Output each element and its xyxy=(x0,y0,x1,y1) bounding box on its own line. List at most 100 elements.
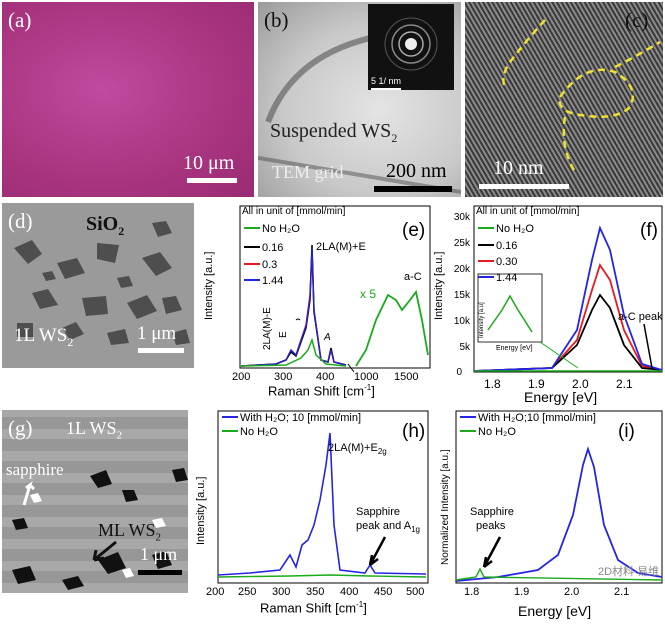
panel-g-film: 1L WS2 xyxy=(66,418,123,442)
legend-h-1: No H₂O xyxy=(240,426,278,438)
inset-plot xyxy=(477,273,543,343)
panel-c-hrtem-image: (c) 10 nm xyxy=(465,2,663,197)
panel-i-pl-chart: (i) With H₂O;10 [mmol/min] No H₂O Sapphi… xyxy=(440,410,663,595)
panel-i-curves xyxy=(455,446,663,582)
panel-h-ylabel: Intensity [a.u.] xyxy=(195,477,207,545)
xtick-h-3: 350 xyxy=(306,586,324,595)
xtick-f-3: 2.1 xyxy=(616,377,633,391)
legend-f-3: 1.44 xyxy=(496,272,517,284)
panel-b-tem-image: 5 1/ nm (b) Suspended WS2 TEM grid 200 n… xyxy=(258,2,461,197)
panel-f-pl-chart: Intensity [a.u] Energy [eV] All in unit … xyxy=(433,205,663,391)
ac-label: a-C xyxy=(404,271,422,283)
xtick-i-3: 2.1 xyxy=(614,586,629,595)
peak-label-2: A xyxy=(323,332,331,343)
xtick-e-4: 1500 xyxy=(394,371,418,380)
xtick-e-2: 400 xyxy=(316,371,334,380)
xtick-f-2: 2.0 xyxy=(572,377,589,391)
inset-ylabel: Intensity [a.u] xyxy=(479,302,485,338)
ytick-f-0: 0 xyxy=(456,367,462,378)
panel-f-ylabel: Intensity [a.u.] xyxy=(433,252,445,320)
legend-i-1: No H₂O xyxy=(478,426,516,438)
xtick-h-1: 250 xyxy=(238,586,256,595)
panel-h-curves xyxy=(217,432,427,578)
panel-e-axes xyxy=(239,205,431,369)
ytick-f-1: 5k xyxy=(459,342,471,353)
xtick-h-2: 300 xyxy=(272,586,290,595)
panel-d-afm-sio2: (d) SiO2 1L WS2 1 μm xyxy=(2,203,194,368)
panel-i-arrow xyxy=(482,536,502,568)
panel-g-ml: ML WS2 xyxy=(98,520,162,544)
xtick-h-0: 200 xyxy=(206,586,224,595)
inset-curve xyxy=(487,294,533,333)
panel-e-curves xyxy=(240,244,429,367)
fft-pattern xyxy=(384,17,438,71)
panel-d-flakes xyxy=(14,221,190,345)
xtick-i-0: 1.8 xyxy=(464,586,479,595)
panel-i-xlabel: Energy [eV] xyxy=(518,603,592,619)
panel-h-arrow xyxy=(368,536,387,566)
panel-h-sapphire2: peak and A1g xyxy=(356,520,420,534)
panel-h-xlabel: Raman Shift [cm-1] xyxy=(260,600,367,616)
legend-e-1: 0.16 xyxy=(262,242,283,254)
ml-arrow xyxy=(92,540,117,562)
panel-e-label: (e) xyxy=(402,220,425,241)
ytick-f-3: 15k xyxy=(454,290,471,301)
panel-b-scale-text: 200 nm xyxy=(386,160,447,182)
ac-peak-arrow xyxy=(643,323,653,369)
peak-label-0: 2LA(M)-E xyxy=(262,307,273,350)
panel-h-label: (h) xyxy=(402,421,425,442)
ytick-f-6: 30k xyxy=(454,212,471,223)
ytick-f-5: 25k xyxy=(454,238,471,249)
fft-inset: 5 1/ nm xyxy=(368,4,454,90)
panel-i-sapphire2: peaks xyxy=(476,520,506,532)
panel-a-label: (a) xyxy=(8,8,32,32)
panel-i-ylabel: Normalized Intensity [a.u.] xyxy=(440,449,451,565)
legend-e-0: No H₂O xyxy=(262,223,300,235)
panel-i-axes xyxy=(455,410,663,584)
panel-h-sapphire: Sapphire xyxy=(356,506,400,518)
panel-a-optical-image: (a) 10 μm xyxy=(2,2,254,197)
panel-h-raman-chart: (h) With H₂O; 10 [mmol/min] No H₂O 2LA(M… xyxy=(195,410,429,595)
panel-g-scale-bar xyxy=(138,570,182,575)
panel-e-note: All in unit of [mmol/min] xyxy=(242,206,346,217)
panel-e-raman-chart: All in unit of [mmol/min] (e) No H₂O 0.1… xyxy=(203,205,431,380)
panel-f-axes xyxy=(473,205,663,373)
xtick-i-2: 2.0 xyxy=(564,586,579,595)
panel-g-features xyxy=(12,468,188,590)
panel-e-baseline-mark xyxy=(295,318,301,321)
panel-d-label: (d) xyxy=(8,209,33,233)
legend-f-0: No H₂O xyxy=(496,223,534,235)
xtick-h-5: 450 xyxy=(374,586,392,595)
panel-f-note: All in unit of [mmol/min] xyxy=(476,206,580,217)
legend-f-2: 0.30 xyxy=(496,256,517,268)
panel-c-scale-bar xyxy=(479,184,569,189)
xtick-e-1: 300 xyxy=(274,371,292,380)
panel-d-film: 1L WS2 xyxy=(14,325,74,349)
panel-i-label: (i) xyxy=(618,421,635,442)
xtick-e-3: 1000 xyxy=(354,371,378,380)
watermark: 2D材料 易维 xyxy=(598,564,659,578)
panel-d-scale-bar xyxy=(138,348,184,353)
panel-h-peak: 2LA(M)+E2g xyxy=(328,442,387,456)
panel-d-scale-text: 1 μm xyxy=(137,323,177,344)
legend-h-0: With H₂O; 10 [mmol/min] xyxy=(240,412,361,424)
panel-c-label: (c) xyxy=(625,8,649,32)
fft-scale-bar xyxy=(371,88,401,90)
ytick-f-4: 20k xyxy=(454,264,471,275)
sapphire-arrow xyxy=(22,481,36,506)
xtick-h-6: 500 xyxy=(406,586,424,595)
panel-g-scale-text: 1 μm xyxy=(140,544,178,564)
xtick-h-4: 400 xyxy=(340,586,358,595)
panel-b-scale-bar xyxy=(374,186,452,192)
xtick-e-0: 200 xyxy=(232,371,250,380)
xtick-f-1: 1.9 xyxy=(528,377,545,391)
panel-a-scale-bar xyxy=(187,178,237,183)
legend-f-1: 0.16 xyxy=(496,240,517,252)
panel-e-ylabel: Intensity [a.u.] xyxy=(203,252,215,320)
xtick-f-0: 1.8 xyxy=(484,377,501,391)
inset-xlabel: Energy [eV] xyxy=(496,345,533,352)
legend-i-0: With H₂O;10 [mmol/min] xyxy=(478,412,596,424)
grain-boundary-lines xyxy=(502,19,661,173)
peak-main-label: 2LA(M)+E xyxy=(316,241,366,253)
panel-a-scale-text: 10 μm xyxy=(183,152,235,174)
